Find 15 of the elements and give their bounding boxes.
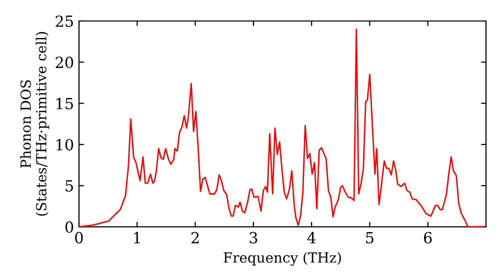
x-tick-label: 3 <box>250 232 258 244</box>
x-tick-label: 6 <box>424 232 432 244</box>
y-tick-label: 0 <box>65 221 74 233</box>
x-tick-label: 1 <box>134 232 140 244</box>
y-tick-label: 15 <box>56 98 73 110</box>
x-tick-label: 2 <box>191 232 199 244</box>
y-tick-label: 20 <box>56 56 74 68</box>
x-axis-title: Frequency (THz) <box>224 252 341 266</box>
y-axis-title: Phonon DOS (States/THz·primitive cell) <box>20 32 50 216</box>
x-tick-label: 5 <box>366 232 374 244</box>
x-tick-label: 0 <box>75 232 83 244</box>
y-tick-label: 5 <box>66 180 73 192</box>
y-tick-label: 25 <box>56 15 73 28</box>
x-tick-label: 4 <box>307 232 316 244</box>
y-tick-label: 10 <box>56 138 74 150</box>
